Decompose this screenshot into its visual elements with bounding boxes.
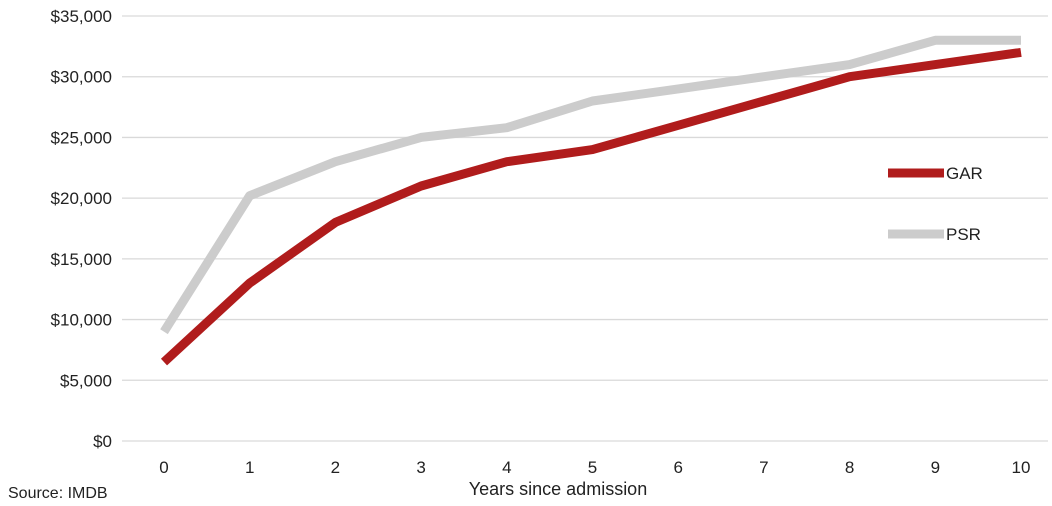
x-tick-label: 6 xyxy=(673,458,682,477)
series-line-gar xyxy=(160,47,1022,366)
x-tick-label: 7 xyxy=(759,458,768,477)
y-tick-label: $25,000 xyxy=(51,128,112,147)
y-tick-label: $35,000 xyxy=(51,7,112,26)
x-tick-label: 9 xyxy=(931,458,940,477)
y-tick-label: $15,000 xyxy=(51,250,112,269)
x-tick-label: 10 xyxy=(1012,458,1031,477)
y-tick-label: $5,000 xyxy=(60,371,112,390)
series-line-psr xyxy=(160,35,1021,335)
y-tick-label: $20,000 xyxy=(51,189,112,208)
x-tick-label: 2 xyxy=(331,458,340,477)
y-tick-label: $0 xyxy=(93,432,112,451)
legend-label-gar: GAR xyxy=(946,164,983,183)
y-tick-label: $10,000 xyxy=(51,311,112,330)
legend-label-psr: PSR xyxy=(946,225,981,244)
gridlines xyxy=(122,15,1048,442)
x-tick-label: 8 xyxy=(845,458,854,477)
x-axis-ticks: 0 1 2 3 4 5 6 7 8 9 10 xyxy=(159,458,1030,477)
x-tick-label: 5 xyxy=(588,458,597,477)
x-tick-label: 0 xyxy=(159,458,168,477)
source-note: Source: IMDB xyxy=(8,485,108,501)
x-axis-title: Years since admission xyxy=(469,479,647,499)
legend: GAR PSR xyxy=(888,164,983,244)
series-lines xyxy=(160,35,1022,366)
x-tick-label: 3 xyxy=(416,458,425,477)
x-tick-label: 1 xyxy=(245,458,254,477)
x-tick-label: 4 xyxy=(502,458,511,477)
y-axis-ticks: $0 $5,000 $10,000 $15,000 $20,000 $25,000 $30,… xyxy=(51,7,112,451)
y-tick-label: $30,000 xyxy=(51,68,112,87)
